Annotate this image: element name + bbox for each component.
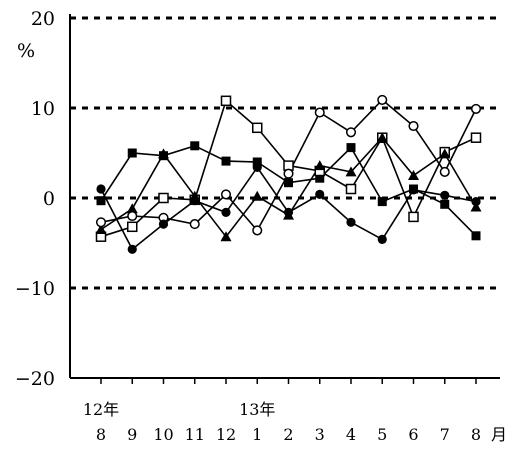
data-point-filled-triangle (439, 148, 451, 159)
data-point-filled-square (127, 148, 137, 158)
y-tick-label: −10 (15, 278, 55, 300)
data-point-filled-square (252, 157, 262, 167)
data-point-open-circle (345, 127, 357, 138)
data-point-filled-square (190, 141, 200, 151)
y-tick-label: 10 (31, 98, 55, 120)
data-point-filled-square (221, 156, 231, 166)
data-point-open-circle (283, 168, 294, 179)
y-unit-label: % (17, 40, 35, 62)
data-point-filled-circle (158, 219, 169, 229)
x-tick-label: 4 (346, 425, 356, 444)
data-point-open-circle (377, 94, 388, 105)
data-point-open-square (220, 95, 232, 107)
data-point-filled-square (96, 196, 106, 206)
y-tick-label: 20 (31, 8, 55, 30)
data-point-open-square (470, 132, 482, 143)
data-point-filled-triangle (408, 170, 419, 180)
x-tick-label: 5 (377, 425, 387, 444)
data-point-filled-square (471, 231, 481, 241)
data-point-filled-triangle (95, 224, 107, 234)
data-point-filled-circle (377, 234, 387, 244)
data-point-open-square (158, 192, 169, 204)
axes (69, 14, 500, 384)
x-tick-label: 10 (153, 425, 173, 444)
x-tick-label: 3 (315, 425, 325, 444)
data-point-filled-triangle (376, 132, 388, 143)
data-point-filled-triangle (345, 166, 357, 177)
data-point-open-circle (408, 120, 419, 132)
data-point-filled-circle (471, 197, 481, 207)
series-markers (95, 94, 482, 254)
data-point-open-circle (189, 219, 200, 230)
data-point-open-square (345, 183, 357, 195)
data-point-open-circle (439, 166, 450, 177)
data-point-filled-circle (408, 185, 419, 195)
data-point-open-square (408, 211, 419, 223)
data-point-filled-triangle (251, 190, 263, 201)
data-point-filled-circle (346, 217, 356, 227)
x-tick-label: 9 (127, 425, 137, 444)
data-point-filled-circle (315, 189, 325, 199)
x-tick-label: 1 (252, 425, 262, 444)
x-month-suffix: 月 (491, 425, 507, 444)
data-point-filled-circle (221, 207, 231, 217)
x-year-label: 13年 (239, 400, 275, 419)
data-point-open-circle (95, 217, 107, 228)
data-point-filled-square (284, 178, 293, 188)
data-point-filled-triangle (470, 201, 482, 212)
x-tick-label: 6 (408, 425, 418, 444)
y-tick-label: 0 (43, 188, 55, 210)
data-point-filled-square (377, 197, 387, 207)
data-point-filled-circle (190, 196, 200, 206)
data-point-open-circle (470, 103, 482, 114)
y-tick-label: −20 (15, 368, 55, 390)
x-tick-label: 8 (96, 425, 106, 444)
data-point-filled-circle (96, 184, 106, 194)
data-point-filled-circle (283, 207, 294, 217)
data-point-filled-circle (127, 244, 137, 254)
data-point-filled-triangle (220, 231, 232, 242)
data-point-open-circle (314, 107, 325, 118)
data-point-open-square (252, 122, 263, 134)
data-point-open-circle (252, 225, 263, 236)
data-point-filled-triangle (314, 160, 326, 171)
data-point-open-circle (220, 189, 232, 200)
data-point-open-circle (127, 210, 138, 222)
data-point-filled-square (315, 173, 325, 183)
data-point-open-square (127, 221, 138, 233)
x-tick-label: 11 (185, 425, 205, 444)
data-point-filled-triangle (158, 148, 169, 159)
data-point-filled-triangle (126, 203, 138, 214)
x-tick-label: 2 (283, 425, 293, 444)
x-tick-label: 7 (440, 425, 450, 444)
data-point-filled-circle (440, 190, 450, 200)
data-point-filled-square (440, 199, 450, 209)
x-year-label: 12年 (83, 400, 119, 419)
x-tick-label: 12 (216, 425, 236, 444)
x-tick-label: 8 (471, 425, 481, 444)
data-point-filled-circle (252, 162, 262, 172)
data-point-filled-square (346, 143, 356, 153)
